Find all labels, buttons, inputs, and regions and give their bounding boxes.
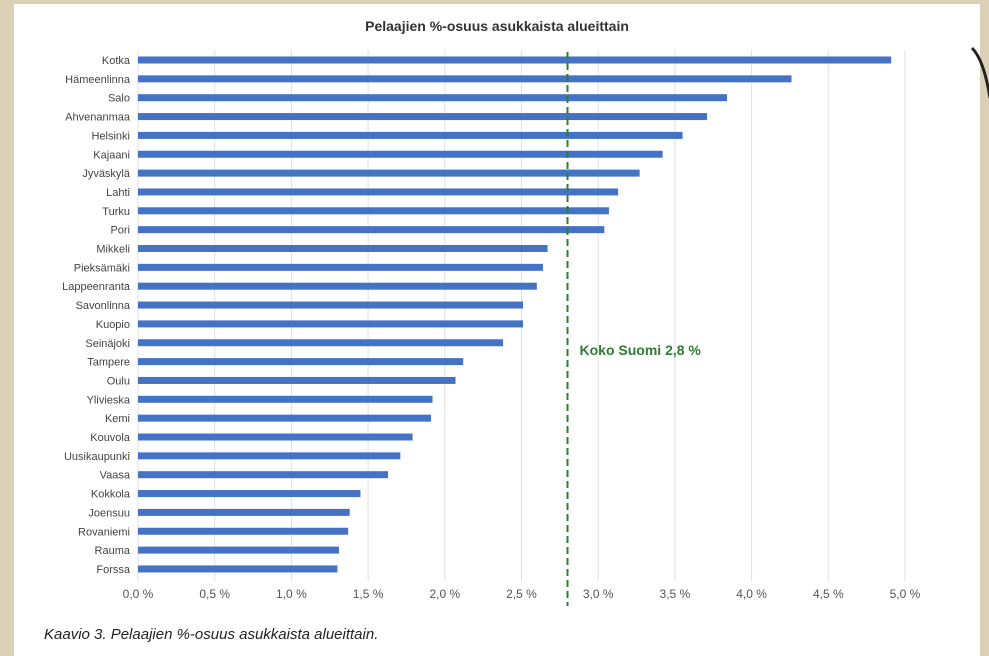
- bar: [138, 245, 548, 252]
- category-label: Pieksämäki: [74, 262, 130, 274]
- x-tick-label: 1,0 %: [276, 587, 307, 601]
- bar: [138, 376, 456, 384]
- category-label: Oulu: [107, 375, 130, 387]
- bar: [138, 339, 504, 347]
- bar: [138, 75, 792, 83]
- category-label: Savonlinna: [76, 300, 131, 312]
- x-tick-label: 0,5 %: [199, 587, 230, 601]
- category-label: Ylivieska: [87, 394, 131, 406]
- x-tick-label: 0,0 %: [123, 587, 154, 601]
- x-tick-label: 4,5 %: [813, 587, 844, 601]
- bar: [138, 150, 663, 158]
- category-label: Hämeenlinna: [65, 74, 131, 86]
- bar: [138, 207, 609, 215]
- bar: [138, 113, 708, 121]
- x-tick-label: 4,0 %: [736, 587, 767, 601]
- category-label: Uusikaupunki: [64, 451, 130, 463]
- bar: [138, 546, 339, 554]
- bar: [138, 301, 524, 309]
- x-tick-label: 2,0 %: [429, 587, 460, 601]
- category-label: Joensuu: [88, 507, 130, 519]
- x-tick-label: 1,5 %: [353, 587, 384, 601]
- bar: [138, 452, 401, 460]
- category-label: Turku: [102, 206, 130, 218]
- category-label: Rovaniemi: [78, 526, 130, 538]
- chart-title: Pelaajien %-osuus asukkaista alueittain: [365, 18, 629, 34]
- bar-chart: 0,0 % 0,5 % 1,0 % 1,5 % 2,0 % 2,5 % 3,0 % 3,5 %…: [62, 50, 921, 606]
- bar: [138, 320, 524, 328]
- bar: [138, 188, 619, 196]
- bar: [138, 414, 431, 422]
- category-label: Kotka: [102, 55, 131, 67]
- figure-caption: Kaavio 3. Pelaajien %-osuus asukkaista a…: [44, 626, 379, 643]
- bar: [138, 358, 464, 366]
- bar: [138, 471, 389, 479]
- category-label: Kouvola: [90, 432, 131, 444]
- category-label: Forssa: [96, 564, 131, 576]
- category-label: Kuopio: [96, 319, 130, 331]
- reference-line-label: Koko Suomi 2,8 %: [580, 342, 702, 358]
- bar: [138, 527, 349, 535]
- x-tick-label: 5,0 %: [890, 587, 921, 601]
- bar: [138, 263, 543, 271]
- bar: [138, 131, 683, 139]
- bar: [138, 56, 892, 64]
- category-label: Salo: [108, 93, 130, 105]
- bar: [138, 395, 433, 403]
- category-label: Kemi: [105, 413, 130, 425]
- bar: [138, 508, 350, 516]
- category-label: Lappeenranta: [62, 281, 131, 293]
- bar: [138, 282, 537, 290]
- category-label: Tampere: [87, 357, 130, 369]
- category-label: Jyväskylä: [82, 168, 131, 180]
- decorative-arc: [970, 46, 989, 99]
- category-label: Vaasa: [100, 470, 131, 482]
- x-tick-label: 3,0 %: [583, 587, 614, 601]
- bar: [138, 565, 338, 573]
- category-label: Lahti: [106, 187, 130, 199]
- category-label: Rauma: [95, 545, 131, 557]
- category-label: Ahvenanmaa: [65, 112, 131, 124]
- category-label: Mikkeli: [96, 244, 130, 256]
- bar: [138, 490, 361, 498]
- category-label: Helsinki: [91, 130, 130, 142]
- x-tick-label: 3,5 %: [660, 587, 691, 601]
- category-label: Seinäjoki: [85, 338, 130, 350]
- bar: [138, 169, 640, 177]
- category-label: Kajaani: [93, 149, 130, 161]
- bar: [138, 94, 728, 102]
- chart-card: Pelaajien %-osuus asukkaista alueittain …: [14, 4, 980, 656]
- x-tick-label: 2,5 %: [506, 587, 537, 601]
- bar: [138, 433, 413, 441]
- category-label: Kokkola: [91, 489, 131, 501]
- bar: [138, 226, 605, 234]
- category-label: Pori: [110, 225, 130, 237]
